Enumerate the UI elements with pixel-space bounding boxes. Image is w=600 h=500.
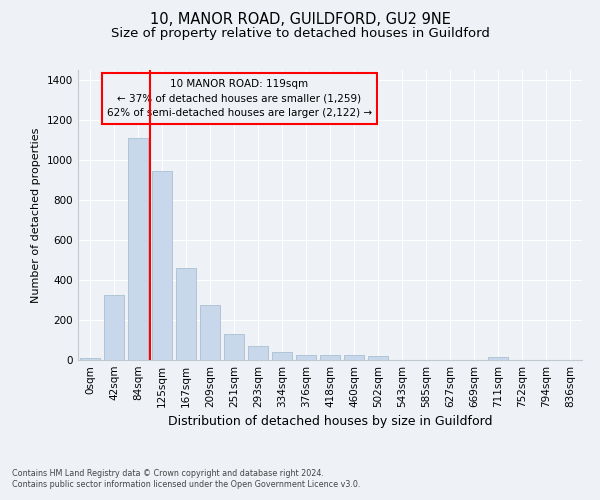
Bar (128, 138, 148, 360)
Bar (224, 334, 244, 360)
Bar (248, 346, 268, 360)
Text: Contains HM Land Registry data © Crown copyright and database right 2024.: Contains HM Land Registry data © Crown c… (12, 468, 324, 477)
Bar (488, 357, 508, 360)
Bar (344, 355, 364, 360)
Bar (272, 352, 292, 360)
Text: 10 MANOR ROAD: 119sqm
← 37% of detached houses are smaller (1,259)
62% of semi-d: 10 MANOR ROAD: 119sqm ← 37% of detached … (107, 78, 372, 118)
Text: Contains public sector information licensed under the Open Government Licence v3: Contains public sector information licen… (12, 480, 361, 489)
Bar (176, 268, 196, 360)
Bar (152, 171, 172, 360)
Text: 10, MANOR ROAD, GUILDFORD, GU2 9NE: 10, MANOR ROAD, GUILDFORD, GU2 9NE (149, 12, 451, 28)
Y-axis label: Number of detached properties: Number of detached properties (31, 128, 41, 302)
Text: Size of property relative to detached houses in Guildford: Size of property relative to detached ho… (110, 28, 490, 40)
Bar (368, 356, 388, 360)
X-axis label: Distribution of detached houses by size in Guildford: Distribution of detached houses by size … (168, 416, 492, 428)
Bar (80, 358, 100, 360)
Bar (320, 355, 340, 360)
Bar (296, 355, 316, 360)
Bar (200, 305, 220, 360)
Bar (104, 295, 124, 360)
